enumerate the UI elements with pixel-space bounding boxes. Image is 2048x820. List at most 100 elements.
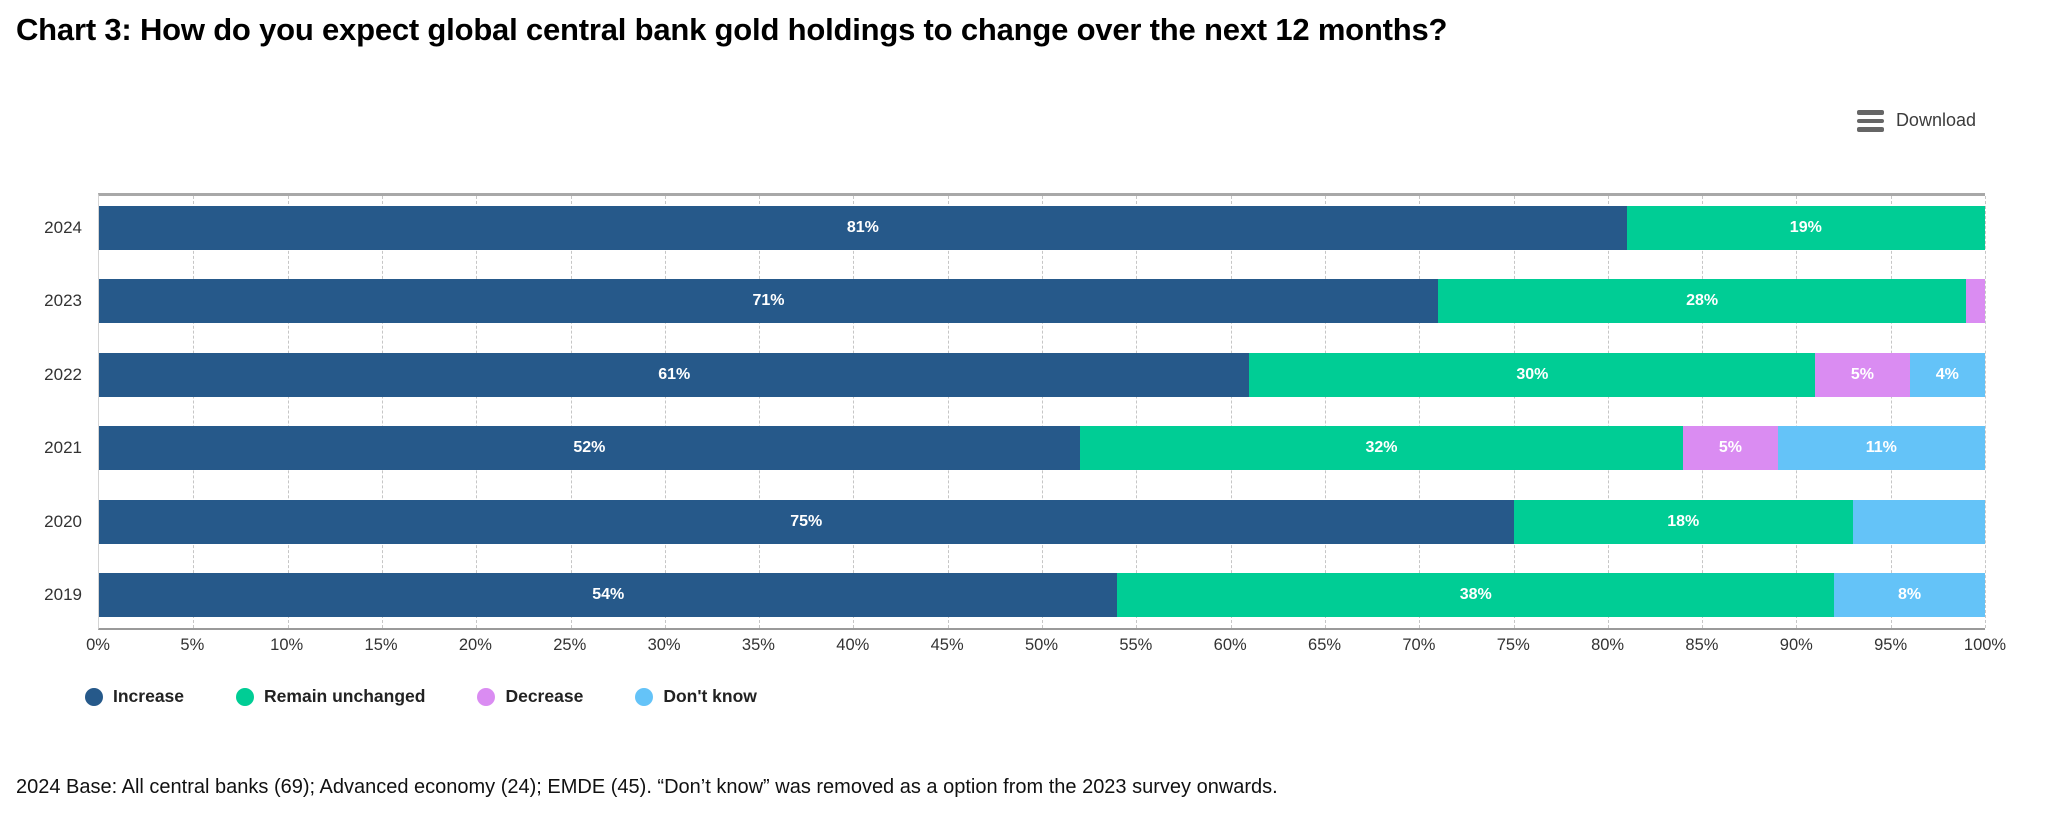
gridline-30	[664, 196, 666, 628]
gridline-40	[853, 196, 855, 628]
bar-segment-increase-2022[interactable]: 61%	[99, 352, 1250, 397]
bar-segment-decrease-2022[interactable]: 5%	[1815, 352, 1910, 397]
bar-segment-remain-unchanged-2019[interactable]: 38%	[1117, 573, 1835, 617]
bar-segment-increase-2023[interactable]: 71%	[99, 279, 1439, 324]
bar-segment-remain-unchanged-2020[interactable]: 18%	[1513, 499, 1853, 544]
legend-item-remain-unchanged[interactable]: Remain unchanged	[236, 686, 425, 707]
legend-item-decrease[interactable]: Decrease	[477, 686, 583, 707]
x-tick-95: 95%	[1874, 636, 1908, 654]
legend-label-don-t-know: Don't know	[663, 686, 757, 706]
plot-area: 2024 81% 19% 2023 71% 28% 2022 61% 30% 5% 4% 2021 52…	[44, 193, 1986, 630]
gridline-5	[193, 196, 195, 628]
gridline-65	[1324, 196, 1326, 628]
download-button[interactable]: Download	[1856, 110, 1976, 132]
x-axis: 0% 5% 10% 15% 20% 25% 30% 35% 40% 45% 50% 55% 60% 65%…	[86, 636, 2006, 666]
gridline-45	[947, 196, 949, 628]
menu-lines-icon	[1856, 110, 1884, 132]
bar-segment-remain-unchanged-2022[interactable]: 30%	[1249, 352, 1816, 397]
x-tick-75: 75%	[1496, 636, 1530, 654]
bar-segment-remain-unchanged-2023[interactable]: 28%	[1438, 279, 1967, 324]
legend-dot-decrease	[477, 687, 496, 706]
gridline-10	[287, 196, 289, 628]
gridline-90	[1796, 196, 1798, 628]
bar-value-label: 5%	[1718, 439, 1742, 457]
x-tick-45: 45%	[930, 636, 964, 654]
x-tick-5: 5%	[180, 636, 205, 654]
bar-value-label: 30%	[1516, 365, 1549, 383]
bar-value-label: 32%	[1365, 439, 1398, 457]
bar-value-label: 8%	[1897, 586, 1922, 603]
bar-segment-don-t-know-2020[interactable]	[1852, 499, 1985, 544]
bar-value-label: 71%	[752, 292, 785, 310]
x-tick-50: 50%	[1024, 636, 1059, 654]
bar-segment-increase-2024[interactable]: 81%	[99, 206, 1627, 250]
bar-segment-remain-unchanged-2024[interactable]: 19%	[1626, 206, 1985, 250]
gridline-70	[1419, 196, 1421, 628]
bar-value-label: 75%	[790, 512, 823, 530]
legend-item-increase[interactable]: Increase	[85, 686, 184, 707]
bar-value-label: 4%	[1935, 365, 1959, 383]
x-tick-0: 0%	[86, 636, 110, 654]
legend-label-decrease: Decrease	[505, 686, 584, 706]
x-tick-40: 40%	[836, 636, 870, 654]
grid-layer	[99, 196, 1986, 628]
bar-segment-don-t-know-2022[interactable]: 4%	[1909, 352, 1985, 397]
bar-row-2019: 2019 54% 38% 8%	[44, 573, 1985, 617]
legend-label-increase: Increase	[113, 686, 185, 706]
bar-value-label: 52%	[573, 439, 606, 457]
legend-label-remain-unchanged: Remain unchanged	[264, 686, 426, 706]
bar-track-2022: 61% 30% 5% 4%	[99, 352, 1985, 397]
y-axis-label-2021: 2021	[44, 438, 82, 458]
y-axis-label-2023: 2023	[44, 291, 82, 311]
download-label: Download	[1895, 110, 1976, 131]
legend-item-don-t-know[interactable]: Don't know	[635, 686, 757, 707]
x-tick-65: 65%	[1308, 636, 1342, 654]
x-tick-90: 90%	[1779, 636, 1813, 654]
x-tick-80: 80%	[1591, 636, 1625, 654]
bar-segment-decrease-2023[interactable]	[1966, 279, 1985, 324]
x-tick-30: 30%	[647, 636, 681, 654]
y-axis-label-2022: 2022	[44, 364, 82, 384]
bar-segment-don-t-know-2021[interactable]: 11%	[1777, 426, 1985, 471]
bar-value-label: 61%	[658, 365, 691, 383]
gridline-100	[1985, 196, 1986, 628]
x-tick-100: 100%	[1963, 636, 2007, 654]
legend-dot-increase	[85, 687, 103, 706]
bar-value-label: 28%	[1686, 292, 1719, 310]
bar-track-2023: 71% 28%	[99, 279, 1985, 324]
bar-row-2024: 2024 81% 19%	[44, 206, 1985, 250]
x-tick-25: 25%	[553, 636, 587, 654]
bar-value-label: 5%	[1850, 365, 1874, 383]
bar-value-label: 81%	[846, 219, 879, 236]
gridline-25	[570, 196, 572, 628]
y-axis-label-2019: 2019	[44, 585, 82, 604]
x-tick-70: 70%	[1402, 636, 1436, 654]
bar-segment-don-t-know-2019[interactable]: 8%	[1834, 573, 1985, 617]
bar-segment-increase-2019[interactable]: 54%	[99, 573, 1118, 617]
bar-segment-increase-2021[interactable]: 52%	[99, 426, 1080, 471]
bar-track-2020: 75% 18%	[99, 499, 1985, 544]
bar-segment-increase-2020[interactable]: 75%	[99, 499, 1514, 544]
bar-track-2021: 52% 32% 5% 11%	[99, 426, 1985, 471]
gridline-95	[1890, 196, 1892, 628]
gridline-50	[1042, 196, 1043, 628]
bar-value-label: 54%	[592, 586, 625, 603]
gridline-75	[1513, 196, 1515, 628]
legend: Increase Remain unchanged Decrease Don't kn…	[85, 686, 757, 707]
gridline-55	[1136, 196, 1138, 628]
bar-row-2021: 2021 52% 32% 5% 11%	[44, 426, 1985, 471]
bar-value-label: 38%	[1459, 586, 1492, 603]
y-axis-label-2020: 2020	[44, 511, 82, 531]
x-tick-85: 85%	[1685, 636, 1719, 654]
bar-segment-decrease-2021[interactable]: 5%	[1683, 426, 1778, 471]
page-title: Chart 3: How do you expect global centra…	[16, 12, 1448, 47]
bar-segment-remain-unchanged-2021[interactable]: 32%	[1079, 426, 1684, 471]
bar-track-2024: 81% 19%	[99, 206, 1985, 250]
x-tick-15: 15%	[364, 636, 398, 654]
gridline-80	[1607, 196, 1609, 628]
gridline-20	[476, 196, 478, 628]
y-axis-label-2024: 2024	[44, 218, 82, 237]
bar-value-label: 18%	[1667, 512, 1700, 530]
bar-row-2022: 2022 61% 30% 5% 4%	[44, 352, 1985, 397]
